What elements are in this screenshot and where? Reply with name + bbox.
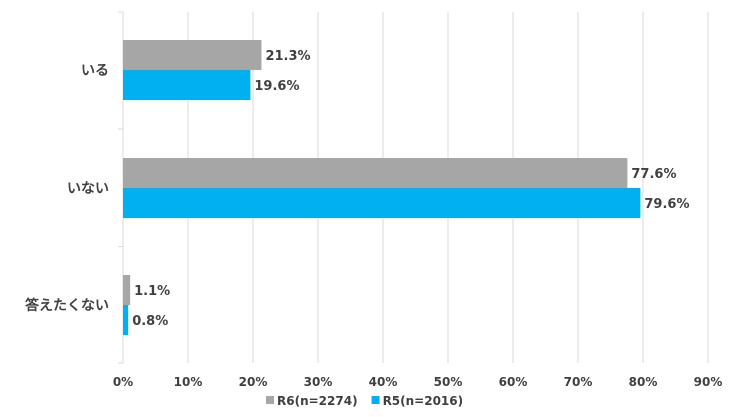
category-label-2: 答えたくない [25, 297, 109, 314]
data-label-series1-cat2: 0.8% [132, 314, 168, 329]
data-label-series1-cat0: 19.6% [254, 79, 299, 94]
bars-group: 21.3% 19.6% 77.6% 79.6% 1.1% 0.8% [123, 40, 690, 335]
category-label-0: いる [81, 63, 109, 79]
x-tick-label-50: 50% [434, 375, 463, 389]
category-axis [118, 11, 124, 364]
bar-series0-cat2 [123, 275, 131, 305]
legend-swatch-1 [371, 396, 380, 404]
bar-series1-cat1 [123, 188, 641, 218]
legend-label-0: R6(n=2274) [277, 394, 358, 408]
data-label-series0-cat1: 77.6% [631, 167, 676, 182]
legend-swatch-0 [266, 396, 274, 404]
data-label-series1-cat1: 79.6% [644, 197, 689, 212]
bar-series1-cat0 [123, 70, 251, 100]
x-tick-label-30: 30% [304, 375, 333, 389]
bar-series0-cat1 [123, 158, 628, 188]
x-tick-label-90: 90% [694, 375, 723, 389]
legend-label-1: R5(n=2016) [383, 394, 464, 408]
bar-series1-cat2 [123, 305, 129, 335]
x-tick-label-10: 10% [174, 375, 203, 389]
x-tick-label-60: 60% [499, 375, 528, 389]
data-label-series0-cat2: 1.1% [134, 284, 170, 299]
x-tick-label-80: 80% [629, 375, 658, 389]
bar-series0-cat0 [123, 40, 262, 70]
x-tick-label-0: 0% [113, 375, 133, 389]
category-label-1: いない [67, 181, 109, 197]
x-tick-labels: 0% 10% 20% 30% 40% 50% 60% 70% 80% 90% [113, 375, 723, 389]
x-tick-label-70: 70% [564, 375, 593, 389]
data-label-series0-cat0: 21.3% [265, 49, 310, 64]
legend: R6(n=2274) R5(n=2016) [266, 394, 463, 408]
x-tick-label-20: 20% [239, 375, 268, 389]
x-tick-label-40: 40% [369, 375, 398, 389]
